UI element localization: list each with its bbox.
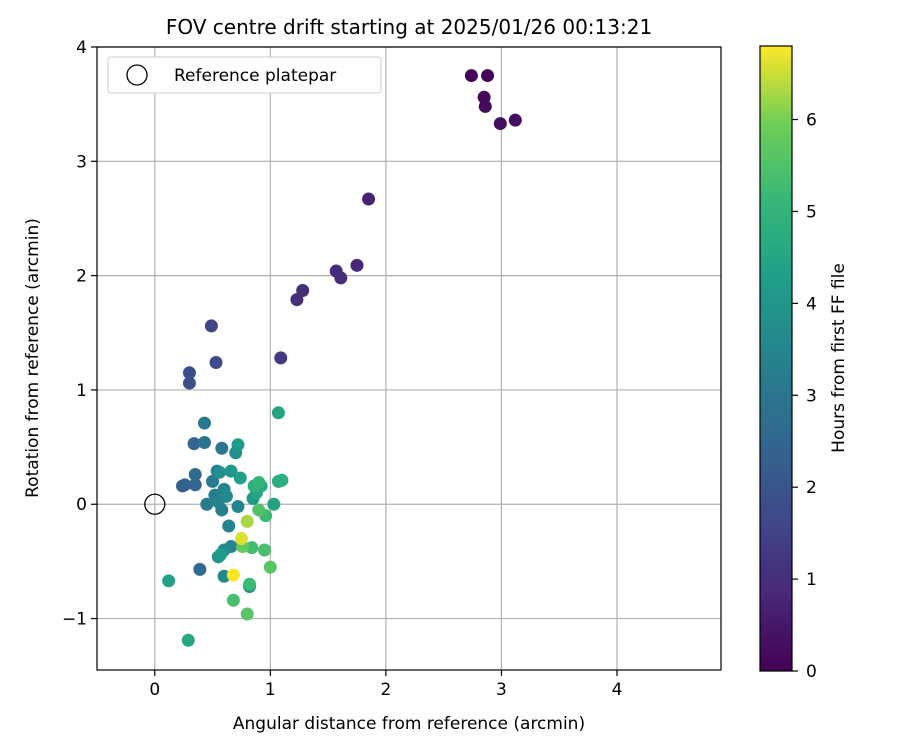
x-axis-label: Angular distance from reference (arcmin)	[233, 714, 585, 734]
data-point	[508, 113, 522, 127]
data-point	[481, 69, 495, 83]
y-tick-label: 1	[76, 381, 87, 401]
colorbar-tick-label: 4	[806, 294, 817, 314]
data-point	[252, 503, 266, 517]
data-point	[493, 117, 507, 131]
chart-title: FOV centre drift starting at 2025/01/26 …	[166, 15, 652, 39]
x-tick-label: 3	[496, 680, 507, 700]
colorbar-tick-label: 6	[806, 111, 817, 131]
colorbar-tick-label: 2	[806, 478, 817, 498]
data-point	[187, 437, 201, 451]
reference-point-layer	[144, 493, 166, 515]
data-point	[464, 69, 478, 83]
legend-box	[107, 56, 382, 94]
x-tick-label: 1	[265, 680, 276, 700]
plot-area-frame	[96, 46, 722, 671]
y-tick-label: 0	[76, 495, 87, 515]
data-point	[350, 258, 364, 272]
data-point	[478, 99, 492, 113]
data-point	[334, 271, 348, 285]
x-tick-label: 0	[149, 680, 160, 700]
x-tick-label: 4	[612, 680, 623, 700]
y-tick-label: 2	[76, 267, 87, 287]
reference-platepar-marker	[144, 493, 166, 515]
data-point	[243, 577, 257, 591]
data-point	[178, 478, 192, 492]
legend: Reference platepar	[107, 56, 382, 94]
y-tick-label: 4	[76, 38, 87, 58]
data-point	[226, 593, 240, 607]
data-points	[162, 69, 522, 647]
data-point	[188, 468, 202, 482]
data-point	[181, 633, 195, 647]
data-point	[212, 465, 226, 479]
data-point	[182, 376, 196, 390]
colorbar: 0 1 2 3 4 5 6 Hours from first FF file	[759, 45, 849, 682]
colorbar-tick-label: 0	[806, 662, 817, 682]
data-point	[231, 500, 245, 514]
data-point	[362, 192, 376, 206]
data-point	[231, 438, 245, 452]
data-point	[197, 436, 211, 450]
colorbar-tick-label: 3	[806, 386, 817, 406]
data-point	[274, 351, 288, 365]
legend-label: Reference platepar	[174, 66, 336, 86]
data-point	[267, 497, 281, 511]
x-axis-ticks: 0 1 2 3 4	[149, 670, 622, 700]
data-point	[162, 574, 176, 588]
data-point	[271, 406, 285, 420]
colorbar-tick-label: 1	[806, 570, 817, 590]
y-axis-label: Rotation from reference (arcmin)	[23, 218, 43, 498]
data-point	[182, 366, 196, 380]
colorbar-tick-label: 5	[806, 202, 817, 222]
data-point	[252, 476, 266, 490]
data-point	[234, 532, 248, 546]
data-point	[200, 497, 214, 511]
data-point	[188, 478, 202, 492]
colorbar-ticks: 0 1 2 3 4 5 6	[792, 111, 817, 682]
data-point	[226, 568, 240, 582]
data-point	[258, 543, 272, 557]
colorbar-gradient	[759, 45, 793, 672]
data-point	[263, 560, 277, 574]
y-tick-label: −1	[62, 610, 87, 630]
data-point	[214, 548, 228, 562]
data-point	[215, 441, 229, 455]
data-point	[240, 514, 254, 528]
colorbar-label: Hours from first FF file	[829, 263, 849, 453]
data-point	[219, 489, 233, 503]
data-point	[206, 474, 220, 488]
data-point	[275, 473, 289, 487]
y-axis-ticks: −1 0 1 2 3 4	[62, 38, 97, 630]
x-tick-label: 2	[380, 680, 391, 700]
data-point	[233, 471, 247, 485]
data-point	[240, 607, 254, 621]
data-point	[204, 319, 218, 333]
data-point	[224, 464, 238, 478]
data-point	[222, 519, 236, 533]
data-point	[209, 356, 223, 370]
legend-marker	[126, 64, 148, 86]
data-point	[197, 416, 211, 430]
y-tick-label: 3	[76, 152, 87, 172]
data-point	[193, 562, 207, 576]
data-point	[290, 293, 304, 307]
